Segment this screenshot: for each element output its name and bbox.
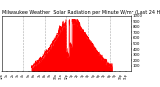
Text: Milwaukee Weather  Solar Radiation per Minute W/m² (Last 24 Hours): Milwaukee Weather Solar Radiation per Mi…	[2, 10, 160, 15]
